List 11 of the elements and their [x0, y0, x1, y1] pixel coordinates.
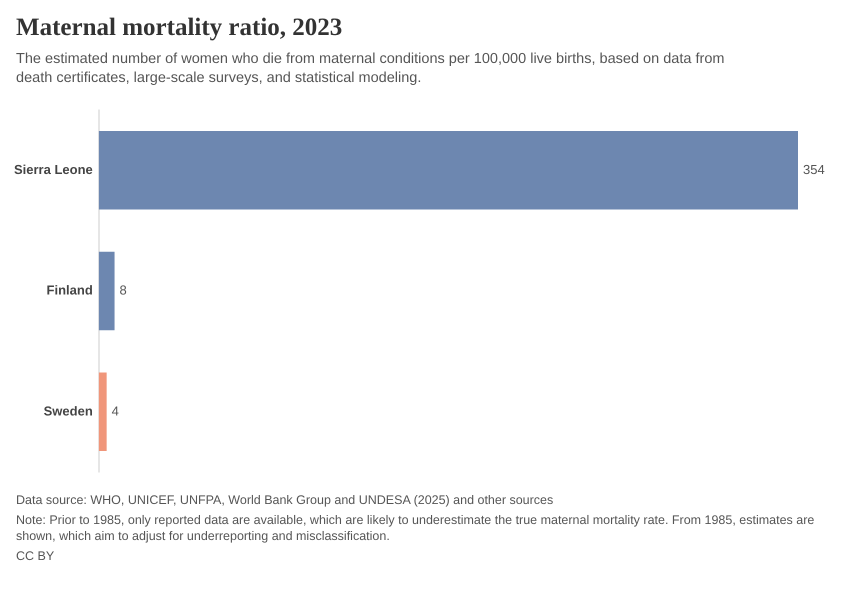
y-tick-label: Sweden — [44, 403, 93, 418]
data-label: 8 — [120, 282, 127, 298]
y-tick-label: Sierra Leone — [14, 161, 93, 176]
chart-subtitle: The estimated number of women who die from maternal conditions per 100,000 live births, based on data from death certificates, large-scale surveys, and statistical modeling. — [16, 50, 726, 88]
chart-title: Maternal mortality ratio, 2023 — [16, 14, 344, 42]
data-label: 354 — [803, 161, 825, 176]
y-tick-label: Finland — [46, 282, 93, 298]
source-note: Data source: WHO, UNICEF, UNFPA, World Bank Group and UNDESA (2025) and other sources — [16, 492, 554, 508]
text: CC BY — [16, 548, 56, 565]
text: Note: Prior to 1985, only reported data are available, which are likely to underestimate the true maternal mortality rate. From 1985, estimates are shown, which aim to adjust for underreporting and misclassification. — [16, 512, 816, 544]
data-label: 4 — [112, 403, 119, 418]
